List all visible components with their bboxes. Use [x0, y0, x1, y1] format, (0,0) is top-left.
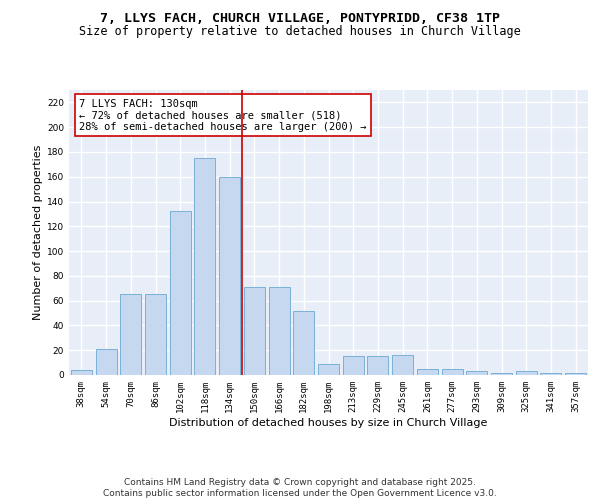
Bar	[219, 176, 240, 375]
Bar	[170, 212, 191, 375]
Bar	[71, 370, 92, 375]
Bar	[293, 310, 314, 375]
Bar	[541, 372, 562, 375]
Bar	[318, 364, 339, 375]
Text: 7, LLYS FACH, CHURCH VILLAGE, PONTYPRIDD, CF38 1TP: 7, LLYS FACH, CHURCH VILLAGE, PONTYPRIDD…	[100, 12, 500, 26]
Bar	[392, 355, 413, 375]
Bar	[516, 372, 537, 375]
Bar	[269, 287, 290, 375]
Bar	[194, 158, 215, 375]
Bar	[491, 372, 512, 375]
Text: Contains HM Land Registry data © Crown copyright and database right 2025.
Contai: Contains HM Land Registry data © Crown c…	[103, 478, 497, 498]
Bar	[120, 294, 141, 375]
Bar	[343, 356, 364, 375]
Bar	[466, 372, 487, 375]
Bar	[417, 369, 438, 375]
Bar	[442, 369, 463, 375]
Text: 7 LLYS FACH: 130sqm
← 72% of detached houses are smaller (518)
28% of semi-detac: 7 LLYS FACH: 130sqm ← 72% of detached ho…	[79, 98, 367, 132]
X-axis label: Distribution of detached houses by size in Church Village: Distribution of detached houses by size …	[169, 418, 488, 428]
Y-axis label: Number of detached properties: Number of detached properties	[33, 145, 43, 320]
Bar	[145, 294, 166, 375]
Text: Size of property relative to detached houses in Church Village: Size of property relative to detached ho…	[79, 25, 521, 38]
Bar	[367, 356, 388, 375]
Bar	[565, 372, 586, 375]
Bar	[244, 287, 265, 375]
Bar	[95, 349, 116, 375]
